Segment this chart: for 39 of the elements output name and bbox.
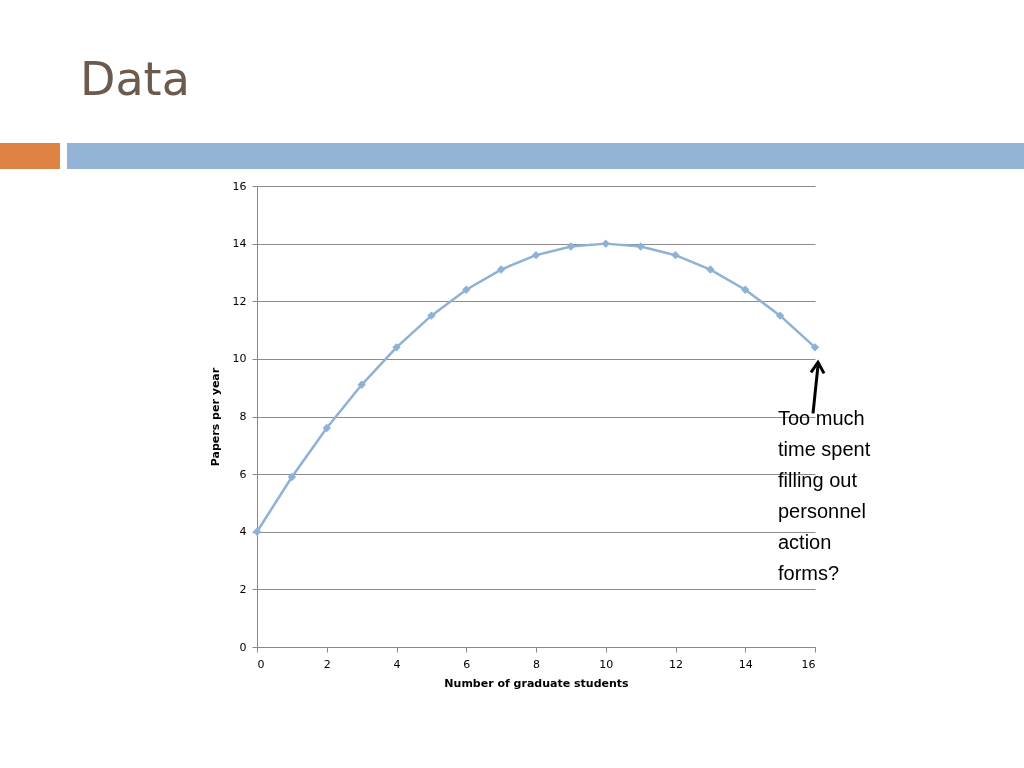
y-tick-label: 12 <box>232 294 247 308</box>
y-tick-label: 16 <box>232 179 247 193</box>
annotation: Too much time spent filling out personnel action forms? <box>778 407 871 585</box>
y-tick-label: 8 <box>239 410 247 423</box>
x-axis-title: Number of graduate students <box>444 676 630 690</box>
x-tick-label: 10 <box>599 657 614 671</box>
point <box>810 343 820 352</box>
x-tick-label: 2 <box>323 657 331 671</box>
x-tick-label: 14 <box>738 657 753 671</box>
point <box>636 242 645 251</box>
y-tick-label: 4 <box>239 525 247 539</box>
point <box>706 265 715 274</box>
y-tick-label: 6 <box>239 467 247 481</box>
y-tick-label: 14 <box>232 237 247 251</box>
y-tick-label: 10 <box>232 352 247 366</box>
x-tick-label: 8 <box>533 657 540 671</box>
x-tick-label: 0 <box>257 657 265 671</box>
y-tick-label: 0 <box>239 640 247 654</box>
point <box>252 527 262 536</box>
point <box>287 472 297 482</box>
point <box>741 285 750 294</box>
point <box>775 311 785 320</box>
x-tick-label: 12 <box>669 657 683 671</box>
point <box>392 343 401 352</box>
y-tick-label: 2 <box>239 582 247 596</box>
point <box>671 250 680 260</box>
point <box>531 250 541 260</box>
chart-title: Data <box>80 52 190 106</box>
y-axis-title: Papers per year <box>208 367 222 467</box>
point <box>462 285 471 294</box>
x-tick-label: 16 <box>801 657 816 671</box>
point <box>357 380 366 389</box>
x-tick-label: 6 <box>463 657 471 671</box>
point <box>566 242 576 251</box>
x-tick-label: 4 <box>393 657 401 671</box>
point <box>496 265 506 274</box>
point <box>601 239 610 248</box>
point <box>322 423 331 433</box>
point <box>427 311 436 320</box>
